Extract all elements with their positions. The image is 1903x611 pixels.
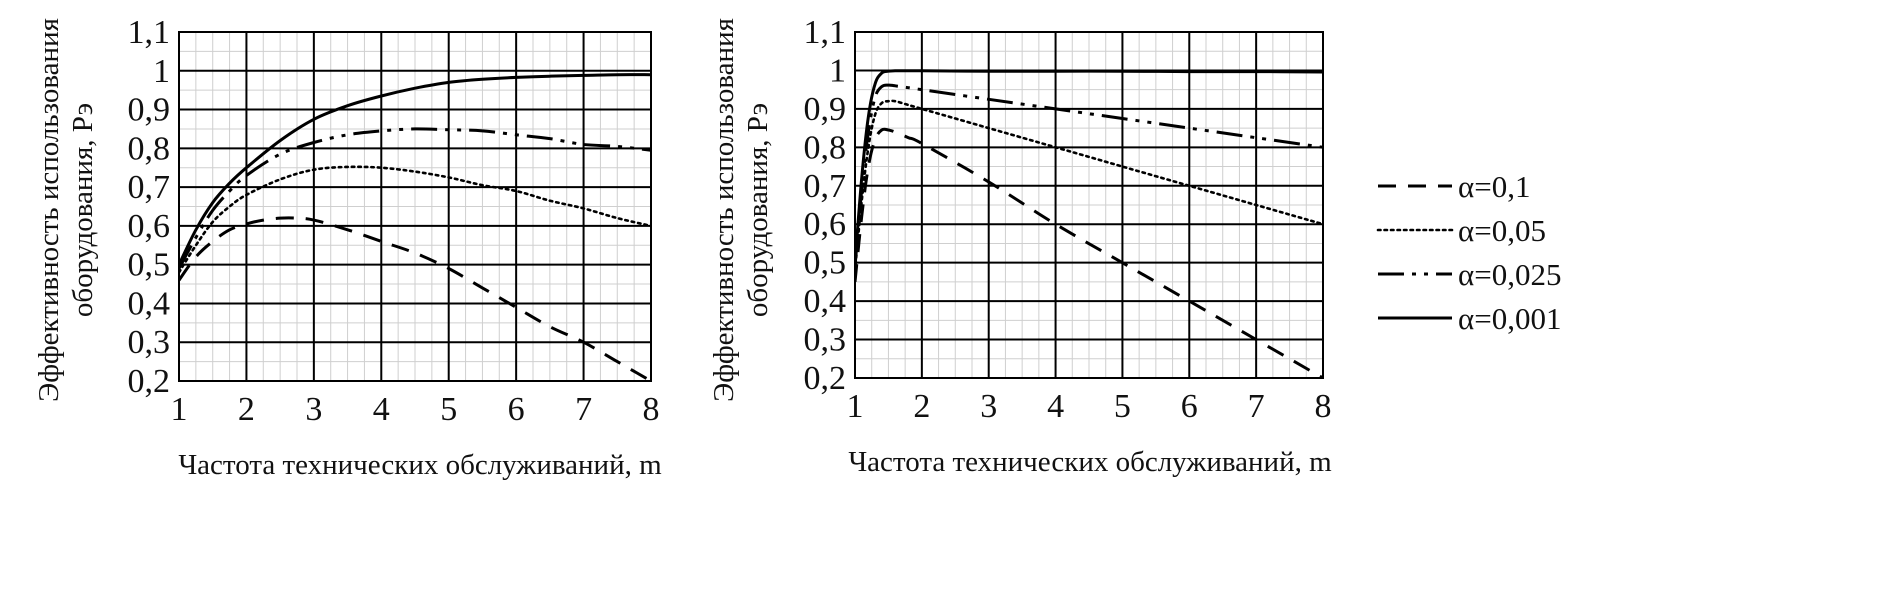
left-y-tick-label: 0,6 bbox=[128, 208, 171, 245]
legend-label-1: α=0,05 bbox=[1458, 213, 1546, 248]
right-y-tick-label: 0,4 bbox=[804, 283, 847, 320]
left-x-tick-label: 3 bbox=[305, 391, 322, 428]
left-series-line-1 bbox=[179, 165, 651, 274]
right-y-tick-label: 0,2 bbox=[804, 360, 847, 397]
right-x-tick-label: 2 bbox=[913, 388, 930, 425]
left-y-tick-label: 0,9 bbox=[128, 92, 171, 129]
left-x-tick-label: 6 bbox=[508, 391, 525, 428]
left-x-tick-label: 4 bbox=[373, 391, 390, 428]
left-y-tick-label: 0,4 bbox=[128, 285, 171, 322]
right-y-tick-label: 0,8 bbox=[804, 129, 847, 166]
right-x-tick-label: 5 bbox=[1114, 388, 1131, 425]
right-x-tick-label: 3 bbox=[980, 388, 997, 425]
left-plot-frame bbox=[178, 31, 652, 382]
legend-label-0: α=0,1 bbox=[1458, 169, 1530, 204]
left-y-tick-label: 0,8 bbox=[128, 130, 171, 167]
left-x-tick-label: 2 bbox=[238, 391, 255, 428]
legend-label-2: α=0,025 bbox=[1458, 257, 1561, 292]
right-x-tick-label: 4 bbox=[1047, 388, 1064, 425]
right-y-tick-label: 0,5 bbox=[804, 245, 847, 282]
right-y-tick-label: 1 bbox=[829, 52, 846, 89]
right-x-tick-label: 7 bbox=[1248, 388, 1265, 425]
left-y-axis-title: Эффективность использованияоборудования,… bbox=[33, 18, 99, 402]
chart-left: 0,20,30,40,50,60,70,80,911,11 2 3 4 5 6 7 8Част… bbox=[33, 14, 662, 481]
right-series-line-2 bbox=[855, 83, 1323, 267]
left-y-tick-label: 1,1 bbox=[128, 14, 171, 51]
left-x-tick-label: 8 bbox=[643, 391, 660, 428]
left-y-tick-label: 0,3 bbox=[128, 324, 171, 361]
left-series-line-3 bbox=[179, 73, 651, 266]
right-series-line-3 bbox=[855, 69, 1323, 263]
chart-right: 0,20,30,40,50,60,70,80,911,11 2 3 4 5 6 7 8Част… bbox=[708, 14, 1332, 478]
left-y-tick-label: 0,5 bbox=[128, 247, 171, 284]
right-x-tick-label: 8 bbox=[1315, 388, 1332, 425]
left-x-tick-label: 5 bbox=[440, 391, 457, 428]
left-y-axis-title-line: Эффективность использования bbox=[33, 18, 65, 402]
left-y-tick-label: 0,7 bbox=[128, 169, 171, 206]
right-y-axis-title: Эффективность использованияоборудования,… bbox=[708, 18, 774, 402]
right-series-line-0 bbox=[855, 127, 1323, 378]
left-x-tick-label: 7 bbox=[575, 391, 592, 428]
left-series-line-0 bbox=[179, 216, 651, 381]
right-series-line-1 bbox=[855, 99, 1323, 272]
right-y-tick-label: 0,6 bbox=[804, 206, 847, 243]
left-y-tick-label: 1 bbox=[153, 53, 170, 90]
right-y-tick-label: 0,7 bbox=[804, 168, 847, 205]
right-y-axis-title-line: Эффективность использования bbox=[708, 18, 740, 402]
legend: α=0,1 α=0,05 α=0,025 α=0,001 bbox=[1376, 169, 1561, 336]
right-x-tick-label: 6 bbox=[1181, 388, 1198, 425]
left-y-tick-label: 0,2 bbox=[128, 363, 171, 400]
legend-label-3: α=0,001 bbox=[1458, 301, 1561, 336]
right-y-tick-label: 1,1 bbox=[804, 14, 847, 51]
right-plot-frame bbox=[854, 31, 1324, 379]
left-x-axis-title: Частота технических обслуживаний, m bbox=[178, 449, 662, 481]
right-y-tick-label: 0,3 bbox=[804, 322, 847, 359]
right-y-tick-label: 0,9 bbox=[804, 91, 847, 128]
right-x-tick-label: 1 bbox=[847, 388, 864, 425]
left-y-axis-title-line: оборудования, Рэ bbox=[67, 103, 99, 317]
right-x-axis-title: Частота технических обслуживаний, m bbox=[848, 446, 1332, 478]
left-x-tick-label: 1 bbox=[171, 391, 188, 428]
right-y-axis-title-line: оборудования, Рэ bbox=[742, 103, 774, 317]
